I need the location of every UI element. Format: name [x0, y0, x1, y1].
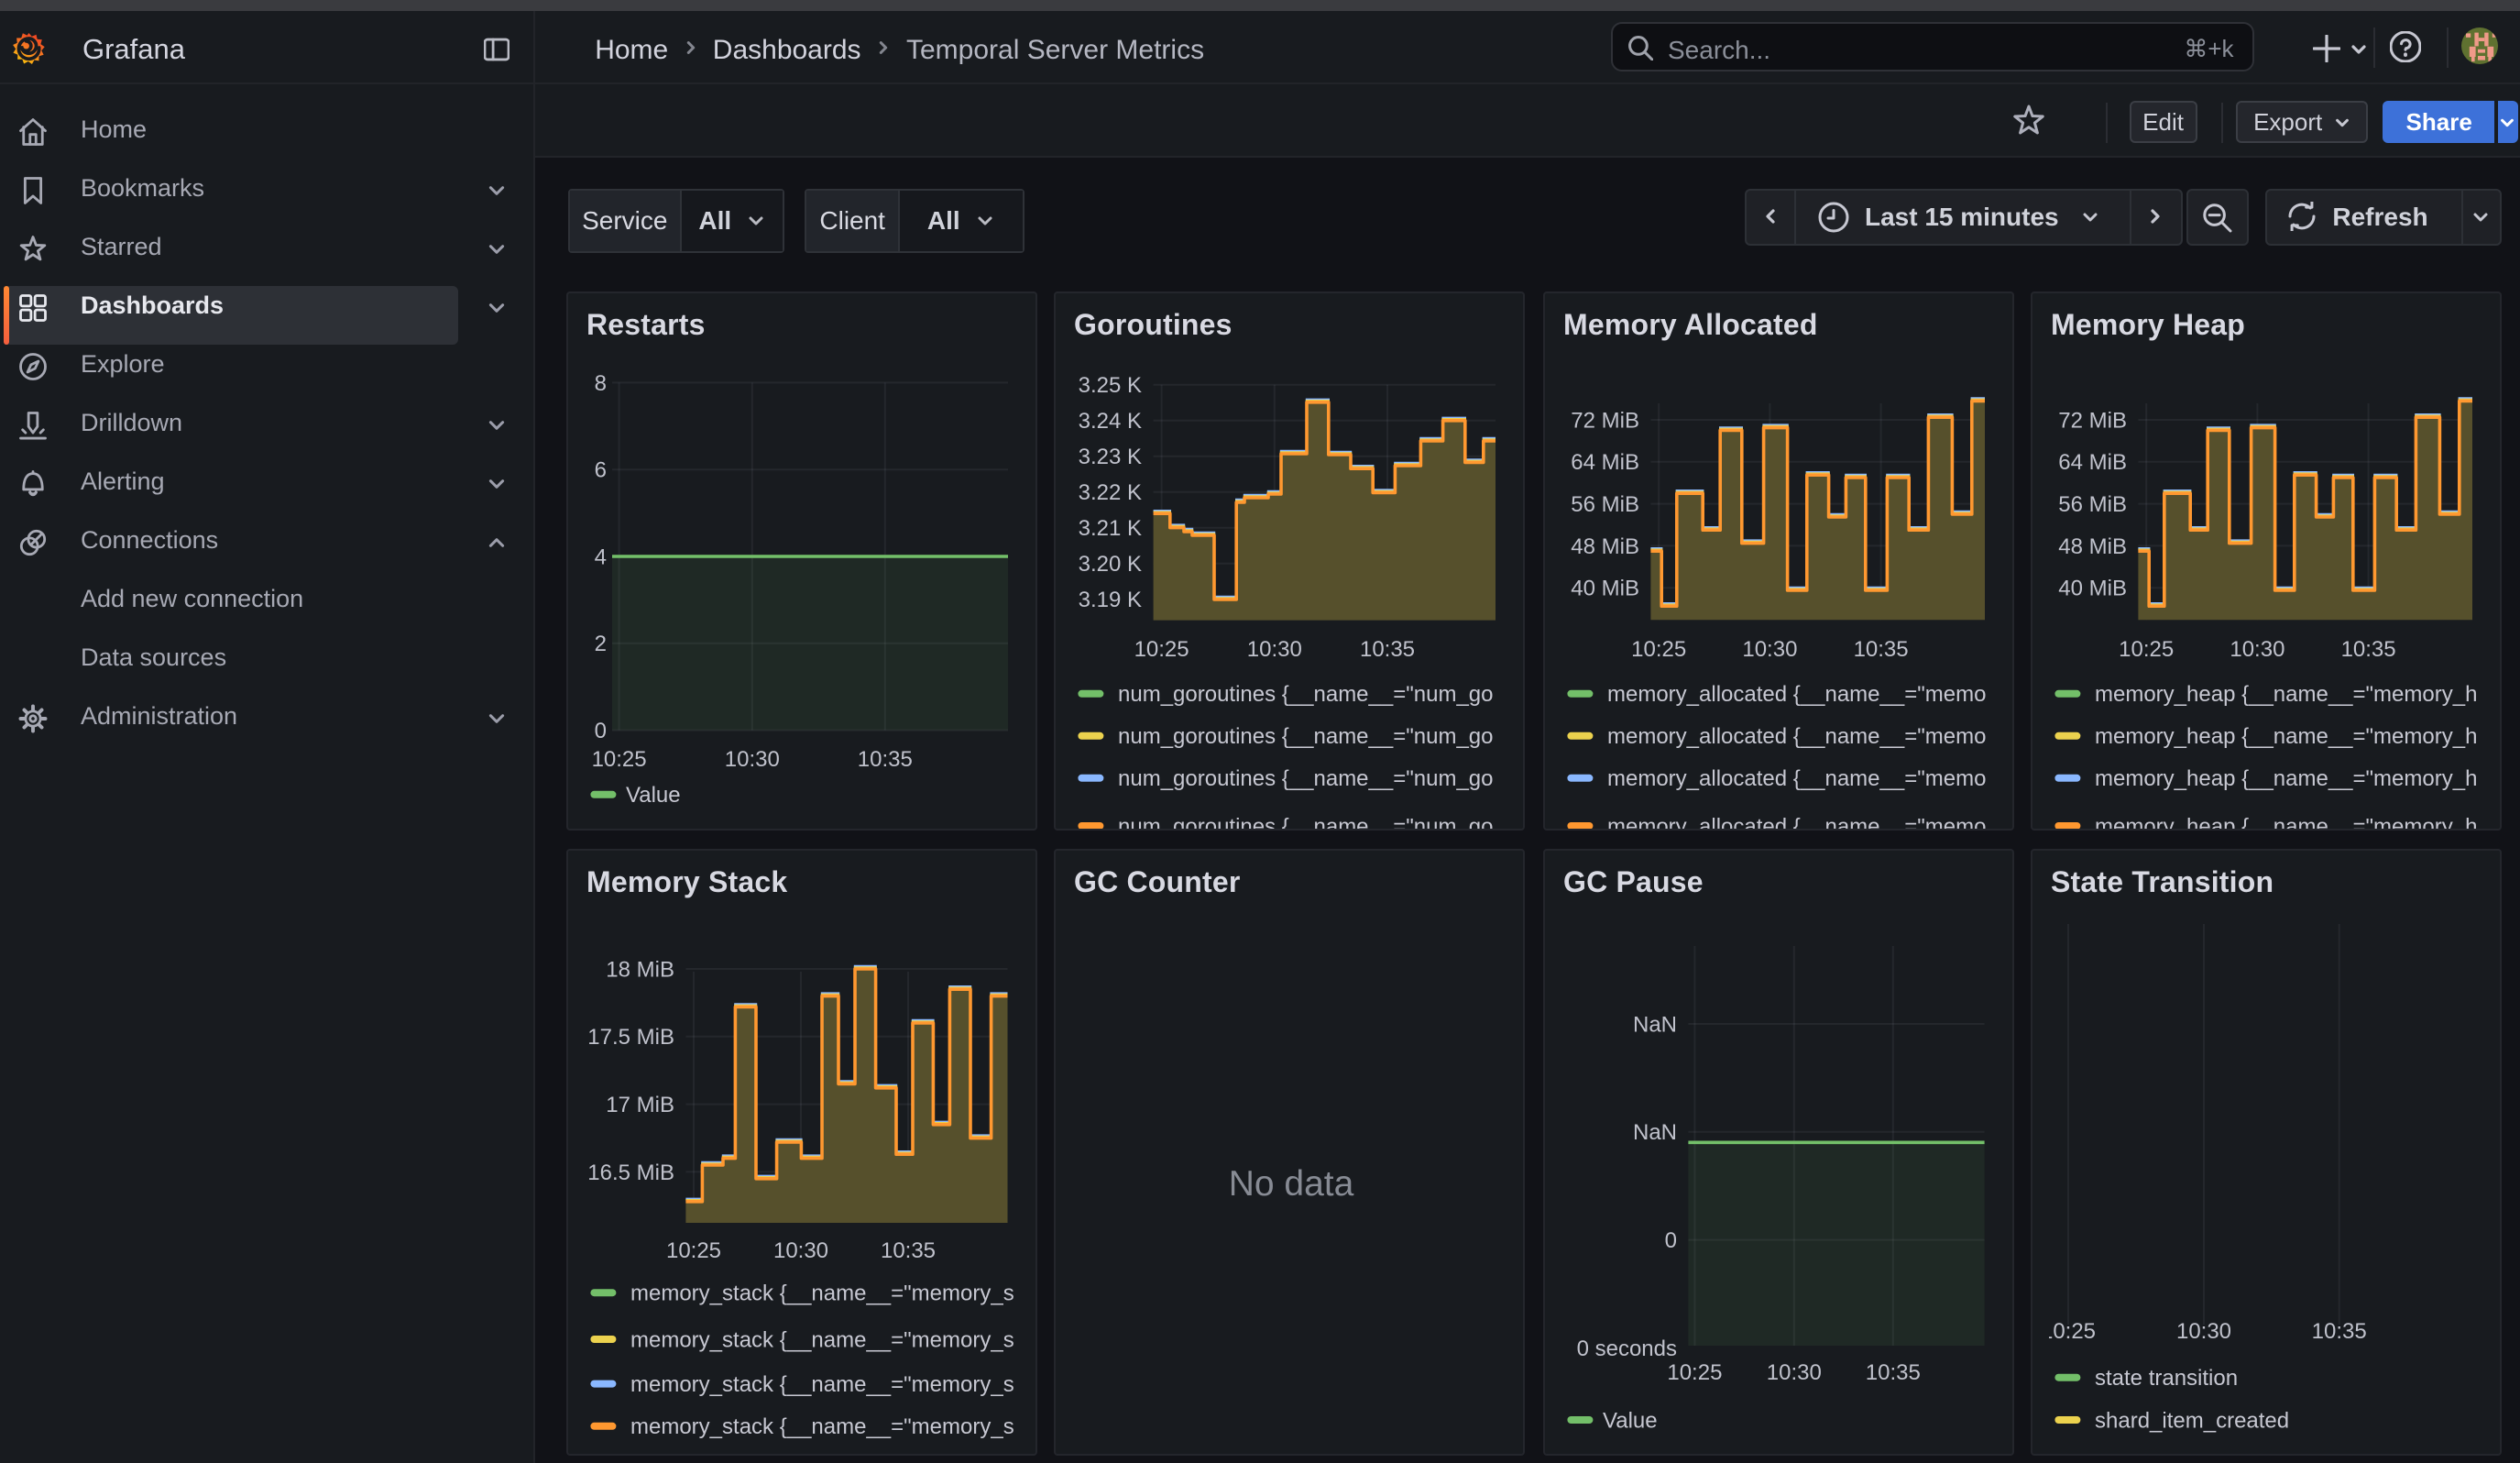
svg-text:6: 6	[594, 457, 606, 482]
svg-text:GC Pause: GC Pause	[1562, 864, 1703, 897]
svg-text:64 MiB: 64 MiB	[2058, 449, 2127, 474]
svg-text:17 MiB: 17 MiB	[606, 1092, 674, 1116]
svg-text:4: 4	[594, 544, 606, 568]
svg-text:Memory Stack: Memory Stack	[586, 864, 786, 897]
svg-text:10:30: 10:30	[1247, 636, 1302, 661]
svg-text:10:35: 10:35	[1865, 1359, 1920, 1384]
svg-text:10:35: 10:35	[1360, 636, 1415, 661]
svg-text:3.19 K: 3.19 K	[1079, 587, 1142, 611]
svg-text:Restarts: Restarts	[586, 307, 705, 340]
svg-text:Goroutines: Goroutines	[1074, 307, 1233, 340]
svg-text:shard_item_created: shard_item_created	[2095, 1407, 2289, 1432]
svg-text:10:25: 10:25	[1630, 636, 1685, 661]
svg-text:2: 2	[594, 631, 606, 655]
svg-text:NaN: NaN	[1632, 1119, 1676, 1144]
svg-text:18 MiB: 18 MiB	[606, 956, 674, 981]
svg-text:10:35: 10:35	[857, 746, 912, 771]
svg-text:memory_stack {__name__="memory: memory_stack {__name__="memory_s	[630, 1371, 1013, 1396]
svg-text:Value: Value	[625, 782, 680, 807]
svg-text:8: 8	[594, 370, 606, 395]
svg-text:64 MiB: 64 MiB	[1570, 449, 1638, 474]
svg-text:17.5 MiB: 17.5 MiB	[587, 1024, 674, 1049]
svg-text:NaN: NaN	[1632, 1011, 1676, 1036]
svg-text:No data: No data	[1229, 1163, 1354, 1203]
svg-text:memory_allocated {__name__="me: memory_allocated {__name__="memo	[1606, 681, 1985, 706]
svg-text:10:30: 10:30	[1741, 636, 1796, 661]
svg-text:56 MiB: 56 MiB	[1570, 491, 1638, 516]
svg-text:Memory Allocated: Memory Allocated	[1562, 307, 1817, 340]
svg-text:48 MiB: 48 MiB	[1570, 534, 1638, 558]
svg-text:10:25: 10:25	[2119, 636, 2174, 661]
svg-text:72 MiB: 72 MiB	[2058, 407, 2127, 432]
svg-text:10:35: 10:35	[2341, 636, 2396, 661]
svg-text:10:25: 10:25	[1134, 636, 1189, 661]
svg-text:3.22 K: 3.22 K	[1079, 479, 1142, 504]
svg-text:state transition: state transition	[2095, 1365, 2238, 1390]
svg-text:Value: Value	[1602, 1407, 1657, 1432]
svg-text:10:30: 10:30	[724, 746, 779, 771]
svg-text:16.5 MiB: 16.5 MiB	[587, 1160, 674, 1184]
svg-text:memory_stack {__name__="memory: memory_stack {__name__="memory_s	[630, 1414, 1013, 1438]
svg-text:10:35: 10:35	[2312, 1318, 2367, 1343]
svg-text:10:35: 10:35	[880, 1238, 935, 1262]
svg-text:Memory Heap: Memory Heap	[2051, 307, 2245, 340]
svg-text:memory_heap {__name__="memory_: memory_heap {__name__="memory_h	[2095, 723, 2477, 748]
svg-text:GC Counter: GC Counter	[1074, 864, 1241, 897]
svg-text:10:35: 10:35	[1853, 636, 1908, 661]
svg-text:72 MiB: 72 MiB	[1570, 407, 1638, 432]
svg-text:10:25: 10:25	[2041, 1318, 2096, 1343]
svg-text:3.21 K: 3.21 K	[1079, 515, 1142, 540]
svg-text:num_goroutines {__name__="num_: num_goroutines {__name__="num_go	[1118, 813, 1494, 830]
svg-text:0: 0	[594, 718, 606, 742]
svg-text:memory_heap {__name__="memory_: memory_heap {__name__="memory_h	[2095, 681, 2477, 706]
svg-text:56 MiB: 56 MiB	[2058, 491, 2127, 516]
svg-text:num_goroutines {__name__="num_: num_goroutines {__name__="num_go	[1118, 681, 1494, 706]
svg-text:10:25: 10:25	[591, 746, 646, 771]
svg-text:48 MiB: 48 MiB	[2058, 534, 2127, 558]
svg-text:memory_stack {__name__="memory: memory_stack {__name__="memory_s	[630, 1281, 1013, 1305]
svg-text:3.23 K: 3.23 K	[1079, 444, 1142, 468]
svg-text:memory_allocated {__name__="me: memory_allocated {__name__="memo	[1606, 813, 1985, 830]
svg-text:3.24 K: 3.24 K	[1079, 408, 1142, 433]
svg-text:40 MiB: 40 MiB	[1570, 576, 1638, 600]
svg-text:memory_stack {__name__="memory: memory_stack {__name__="memory_s	[630, 1326, 1013, 1351]
svg-text:num_goroutines {__name__="num_: num_goroutines {__name__="num_go	[1118, 765, 1494, 790]
svg-text:0 seconds: 0 seconds	[1576, 1336, 1676, 1360]
svg-text:10:30: 10:30	[2176, 1318, 2231, 1343]
svg-text:40 MiB: 40 MiB	[2058, 576, 2127, 600]
svg-text:memory_allocated {__name__="me: memory_allocated {__name__="memo	[1606, 723, 1985, 748]
svg-text:memory_heap {__name__="memory_: memory_heap {__name__="memory_h	[2095, 765, 2477, 790]
svg-text:0: 0	[1664, 1227, 1676, 1252]
svg-text:num_goroutines {__name__="num_: num_goroutines {__name__="num_go	[1118, 723, 1494, 748]
svg-text:10:30: 10:30	[1766, 1359, 1821, 1384]
svg-text:3.20 K: 3.20 K	[1079, 551, 1142, 576]
svg-text:10:25: 10:25	[665, 1238, 720, 1262]
svg-text:10:25: 10:25	[1666, 1359, 1721, 1384]
svg-text:3.25 K: 3.25 K	[1079, 372, 1142, 397]
svg-text:10:30: 10:30	[2230, 636, 2284, 661]
svg-text:10:30: 10:30	[772, 1238, 827, 1262]
svg-text:memory_heap {__name__="memory_: memory_heap {__name__="memory_h	[2095, 813, 2477, 830]
svg-text:State Transition: State Transition	[2051, 864, 2273, 897]
svg-text:memory_allocated {__name__="me: memory_allocated {__name__="memo	[1606, 765, 1985, 790]
